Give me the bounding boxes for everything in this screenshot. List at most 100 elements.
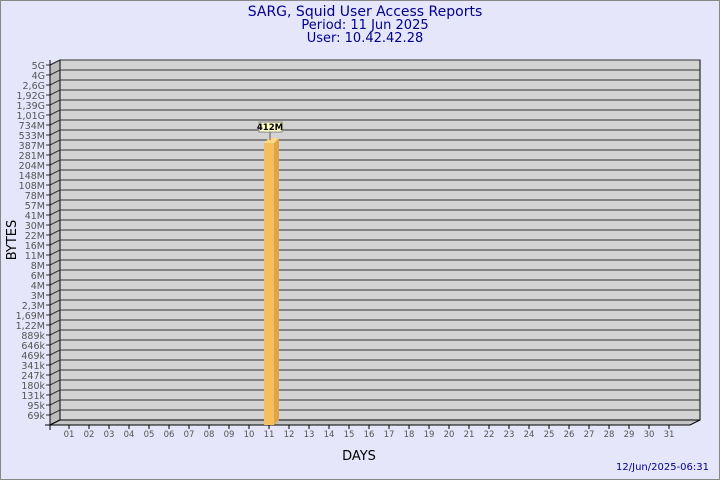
y-tick-label: 3M — [31, 291, 45, 302]
chart-period: Period: 11 Jun 2025 — [301, 18, 428, 33]
gridline — [46, 139, 700, 146]
gridline — [46, 349, 700, 356]
y-tick-label: 1,01G — [16, 111, 45, 122]
gridline — [46, 249, 700, 256]
gridline — [46, 239, 700, 246]
gridline — [46, 229, 700, 236]
gridline — [46, 129, 700, 136]
bar-label-box — [258, 121, 283, 133]
bar-side — [274, 138, 279, 425]
gridline — [46, 179, 700, 186]
x-tick-label: 15 — [344, 430, 355, 440]
gridline — [46, 79, 700, 86]
x-tick-label: 09 — [224, 430, 235, 440]
x-tick-label: 30 — [644, 430, 655, 440]
gridline — [46, 299, 700, 306]
y-tick-label: 1,39G — [16, 101, 45, 112]
plot-floor — [49, 419, 701, 426]
y-tick-label: 69k — [27, 411, 45, 422]
x-tick-label: 28 — [604, 430, 615, 440]
y-tick-label: 57M — [25, 201, 45, 212]
y-tick-label: 5G — [32, 61, 45, 72]
x-tick-label: 31 — [664, 430, 675, 440]
gridline — [46, 199, 700, 206]
y-axis-label: BYTES — [5, 220, 20, 261]
y-tick-label: 148M — [19, 171, 45, 182]
x-tick-label: 05 — [144, 430, 155, 440]
y-tick-label: 533M — [19, 131, 45, 142]
gridline — [46, 339, 700, 346]
gridline — [46, 369, 700, 376]
gridline — [46, 89, 700, 96]
x-tick-label: 29 — [624, 430, 635, 440]
x-tick-label: 23 — [504, 430, 515, 440]
x-tick-label: 22 — [484, 430, 495, 440]
gridline — [46, 399, 700, 406]
y-tick-label: 1,92G — [16, 91, 45, 102]
x-tick-label: 02 — [84, 430, 95, 440]
gridline — [46, 189, 700, 196]
y-tick-label: 41M — [25, 211, 45, 222]
y-tick-label: 95k — [27, 401, 45, 412]
y-tick-label: 247k — [21, 371, 45, 382]
y-tick-label: 889k — [21, 331, 45, 342]
y-tick-label: 281M — [19, 151, 45, 162]
y-tick-label: 1,69M — [16, 311, 45, 322]
x-tick-label: 21 — [464, 430, 475, 440]
y-tick-label: 734M — [19, 121, 45, 132]
y-tick-label: 4M — [31, 281, 45, 292]
x-tick-label: 10 — [244, 430, 255, 440]
y-tick-label: 204M — [19, 161, 45, 172]
x-tick-label: 26 — [564, 430, 575, 440]
gridline — [46, 219, 700, 226]
gridline — [46, 209, 700, 216]
gridline — [46, 119, 700, 126]
x-tick-label: 17 — [384, 430, 395, 440]
y-tick-label: 2,6G — [23, 81, 45, 92]
x-tick-label: 14 — [324, 430, 335, 440]
y-tick-label: 180k — [21, 381, 45, 392]
bar-label: 412M — [257, 123, 283, 133]
y-tick-label: 30M — [25, 221, 45, 232]
x-tick-label: 13 — [304, 430, 315, 440]
y-tick-label: 341k — [21, 361, 45, 372]
gridline — [46, 269, 700, 276]
y-tick-label: 1,22M — [16, 321, 45, 332]
gridline — [46, 169, 700, 176]
y-tick-label: 469k — [21, 351, 45, 362]
gridline — [46, 69, 700, 76]
x-tick-label: 20 — [444, 430, 455, 440]
gridline — [46, 109, 700, 116]
x-tick-label: 07 — [184, 430, 195, 440]
x-tick-label: 03 — [104, 430, 115, 440]
x-tick-label: 08 — [204, 430, 215, 440]
y-tick-label: 11M — [25, 251, 45, 262]
y-tick-label: 22M — [25, 231, 45, 242]
x-tick-label: 19 — [424, 430, 435, 440]
x-tick-label: 06 — [164, 430, 175, 440]
y-tick-label: 16M — [25, 241, 45, 252]
gridline — [46, 289, 700, 296]
footer-timestamp: 12/Jun/2025-06:31 — [616, 462, 709, 473]
y-tick-label: 6M — [31, 271, 45, 282]
x-axis-label: DAYS — [342, 449, 376, 464]
x-tick-label: 12 — [284, 430, 295, 440]
y-tick-label: 646k — [21, 341, 45, 352]
x-tick-label: 18 — [404, 430, 415, 440]
x-tick-label: 11 — [264, 430, 275, 440]
y-tick-label: 131k — [21, 391, 45, 402]
y-tick-label: 78M — [25, 191, 45, 202]
x-tick-label: 24 — [524, 430, 535, 440]
chart-user: User: 10.42.42.28 — [307, 31, 423, 46]
bar — [264, 143, 274, 425]
gridline — [46, 279, 700, 286]
gridline — [46, 409, 700, 416]
gridline — [46, 319, 700, 326]
y-tick-label: 8M — [31, 261, 45, 272]
y-tick-label: 4G — [32, 71, 45, 82]
gridline — [46, 379, 700, 386]
x-tick-label: 27 — [584, 430, 595, 440]
gridline — [46, 359, 700, 366]
chart-title: SARG, Squid User Access Reports — [248, 4, 483, 20]
